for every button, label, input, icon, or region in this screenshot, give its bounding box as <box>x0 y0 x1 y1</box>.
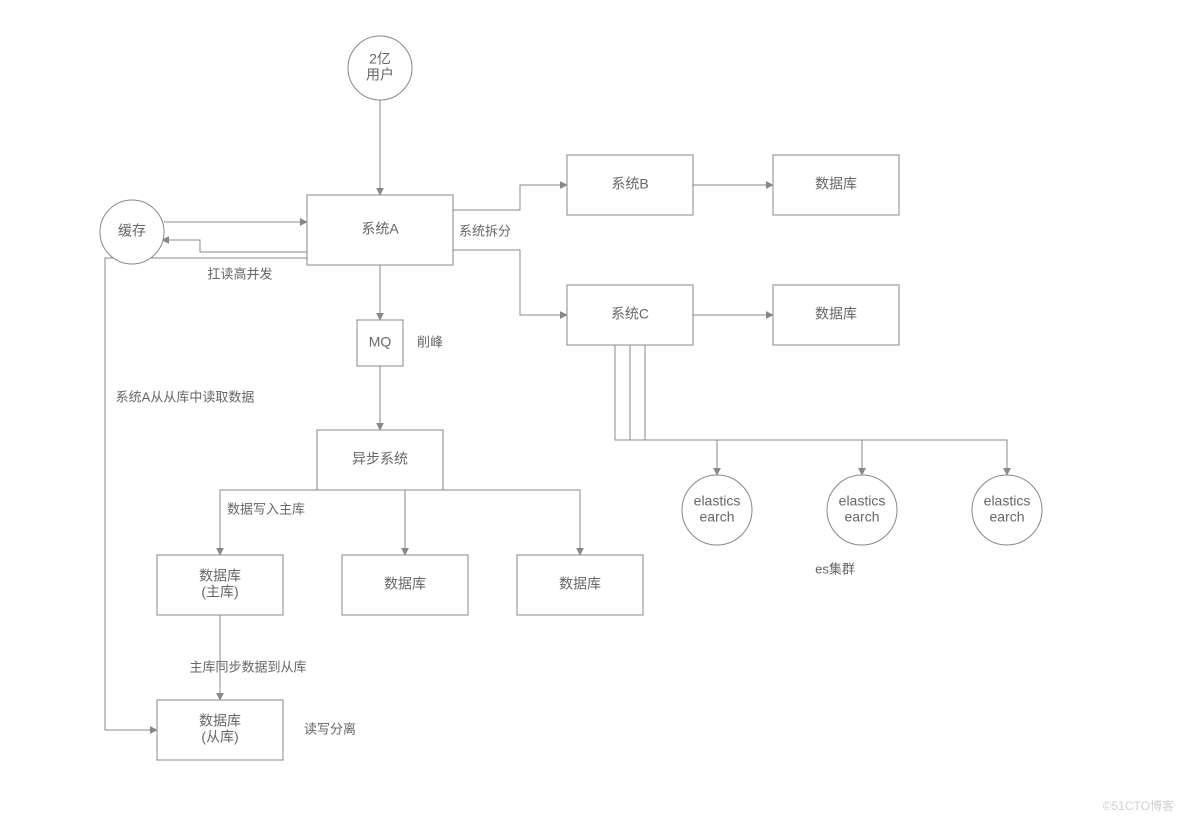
watermark: ©51CTO博客 <box>1103 797 1174 814</box>
node-dbMaster: 数据库(主库) <box>157 555 283 615</box>
node-sysB: 系统B <box>567 155 693 215</box>
edge-labels-layer: 系统拆分扛读高并发削峰系统A从从库中读取数据数据写入主库主库同步数据到从库读写分… <box>116 223 855 736</box>
node-label: elastics <box>694 493 741 509</box>
node-sysA: 系统A <box>307 195 453 265</box>
node-dbC: 数据库 <box>773 285 899 345</box>
node-es1: elasticsearch <box>682 475 752 545</box>
node-mq: MQ <box>357 320 403 366</box>
node-label: 异步系统 <box>352 451 408 467</box>
edge-label-lbl_fromslave: 系统A从从库中读取数据 <box>116 389 255 404</box>
node-label: earch <box>989 509 1024 525</box>
node-users: 2亿用户 <box>348 36 412 100</box>
edge-e_async_db2 <box>380 490 405 555</box>
node-label: 用户 <box>366 67 394 83</box>
node-label: (从库) <box>201 729 238 745</box>
edge-e_sysA_cache <box>162 240 307 252</box>
node-db3: 数据库 <box>517 555 643 615</box>
node-label: earch <box>844 509 879 525</box>
node-label: 数据库 <box>199 713 241 729</box>
node-label: 缓存 <box>118 223 146 239</box>
node-label: 数据库 <box>815 306 857 322</box>
edge-e_sysC_es2 <box>630 345 862 475</box>
node-label: 数据库 <box>384 576 426 592</box>
edge-e_sysC_es3 <box>645 345 1007 475</box>
edge-label-lbl_highconc: 扛读高并发 <box>207 266 272 281</box>
node-label: 数据库 <box>199 568 241 584</box>
node-label: 系统A <box>361 221 399 237</box>
edge-e_sysA_sysB <box>453 185 567 210</box>
edge-label-lbl_escluster: es集群 <box>815 561 855 576</box>
node-label: 数据库 <box>559 576 601 592</box>
edge-e_sysA_sysC <box>453 250 567 315</box>
edge-e_async_db3 <box>410 490 580 555</box>
node-cache: 缓存 <box>100 200 164 264</box>
node-async: 异步系统 <box>317 430 443 490</box>
node-label: earch <box>699 509 734 525</box>
node-es3: elasticsearch <box>972 475 1042 545</box>
edge-label-lbl_split: 系统拆分 <box>459 223 511 238</box>
node-label: elastics <box>984 493 1031 509</box>
node-label: (主库) <box>201 584 238 600</box>
edge-label-lbl_peak: 削峰 <box>417 334 443 349</box>
node-dbSlave: 数据库(从库) <box>157 700 283 760</box>
node-db2: 数据库 <box>342 555 468 615</box>
node-label: elastics <box>839 493 886 509</box>
node-label: 系统B <box>611 176 648 192</box>
edge-label-lbl_rwsplit: 读写分离 <box>304 721 356 736</box>
architecture-diagram: 2亿用户缓存系统A系统B数据库系统C数据库MQ异步系统数据库(主库)数据库数据库… <box>0 0 1184 820</box>
node-es2: elasticsearch <box>827 475 897 545</box>
node-dbB: 数据库 <box>773 155 899 215</box>
node-label: 2亿 <box>369 51 391 67</box>
edge-label-lbl_writemaster: 数据写入主库 <box>227 501 305 516</box>
node-label: 系统C <box>611 306 649 322</box>
node-label: 数据库 <box>815 176 857 192</box>
edge-e_async_master <box>220 490 350 555</box>
edge-label-lbl_sync: 主库同步数据到从库 <box>189 659 306 674</box>
node-sysC: 系统C <box>567 285 693 345</box>
node-label: MQ <box>369 334 392 350</box>
